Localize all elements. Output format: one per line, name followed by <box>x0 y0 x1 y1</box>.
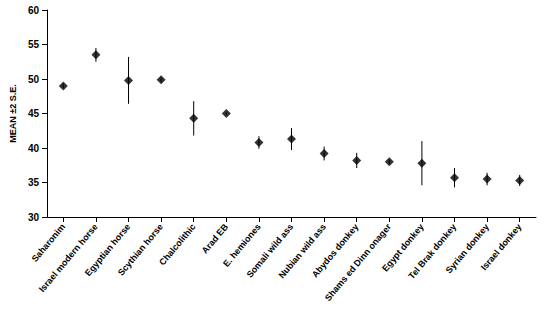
svg-text:Scythian horse: Scythian horse <box>116 222 165 278</box>
svg-text:Egypt donkey: Egypt donkey <box>380 221 426 274</box>
svg-text:E. hemiones: E. hemiones <box>221 221 263 269</box>
svg-text:Tel Brak donkey: Tel Brak donkey <box>406 221 459 281</box>
svg-text:Saharonim: Saharonim <box>29 221 68 264</box>
svg-text:45: 45 <box>28 108 40 119</box>
svg-text:Egyptian horse: Egyptian horse <box>82 221 133 278</box>
svg-text:Nubian wild ass: Nubian wild ass <box>276 221 328 281</box>
svg-text:Abydos donkey: Abydos donkey <box>309 221 361 280</box>
svg-text:60: 60 <box>28 5 40 16</box>
svg-text:Israel donkey: Israel donkey <box>479 222 524 272</box>
svg-text:Arad EB: Arad EB <box>200 221 231 255</box>
svg-text:50: 50 <box>28 74 40 85</box>
svg-text:MEAN ±2 S.E.: MEAN ±2 S.E. <box>8 84 18 142</box>
svg-text:35: 35 <box>28 177 40 188</box>
svg-text:Israel modern horse: Israel modern horse <box>37 222 100 294</box>
svg-text:Somali wild ass: Somali wild ass <box>244 221 296 280</box>
svg-text:30: 30 <box>28 212 40 223</box>
svg-text:Syrian donkey: Syrian donkey <box>443 221 491 276</box>
svg-text:Chalcolithic: Chalcolithic <box>157 222 197 268</box>
svg-text:55: 55 <box>28 39 40 50</box>
svg-text:40: 40 <box>28 143 40 154</box>
svg-text:Shams ed Dinn onager: Shams ed Dinn onager <box>323 221 394 303</box>
